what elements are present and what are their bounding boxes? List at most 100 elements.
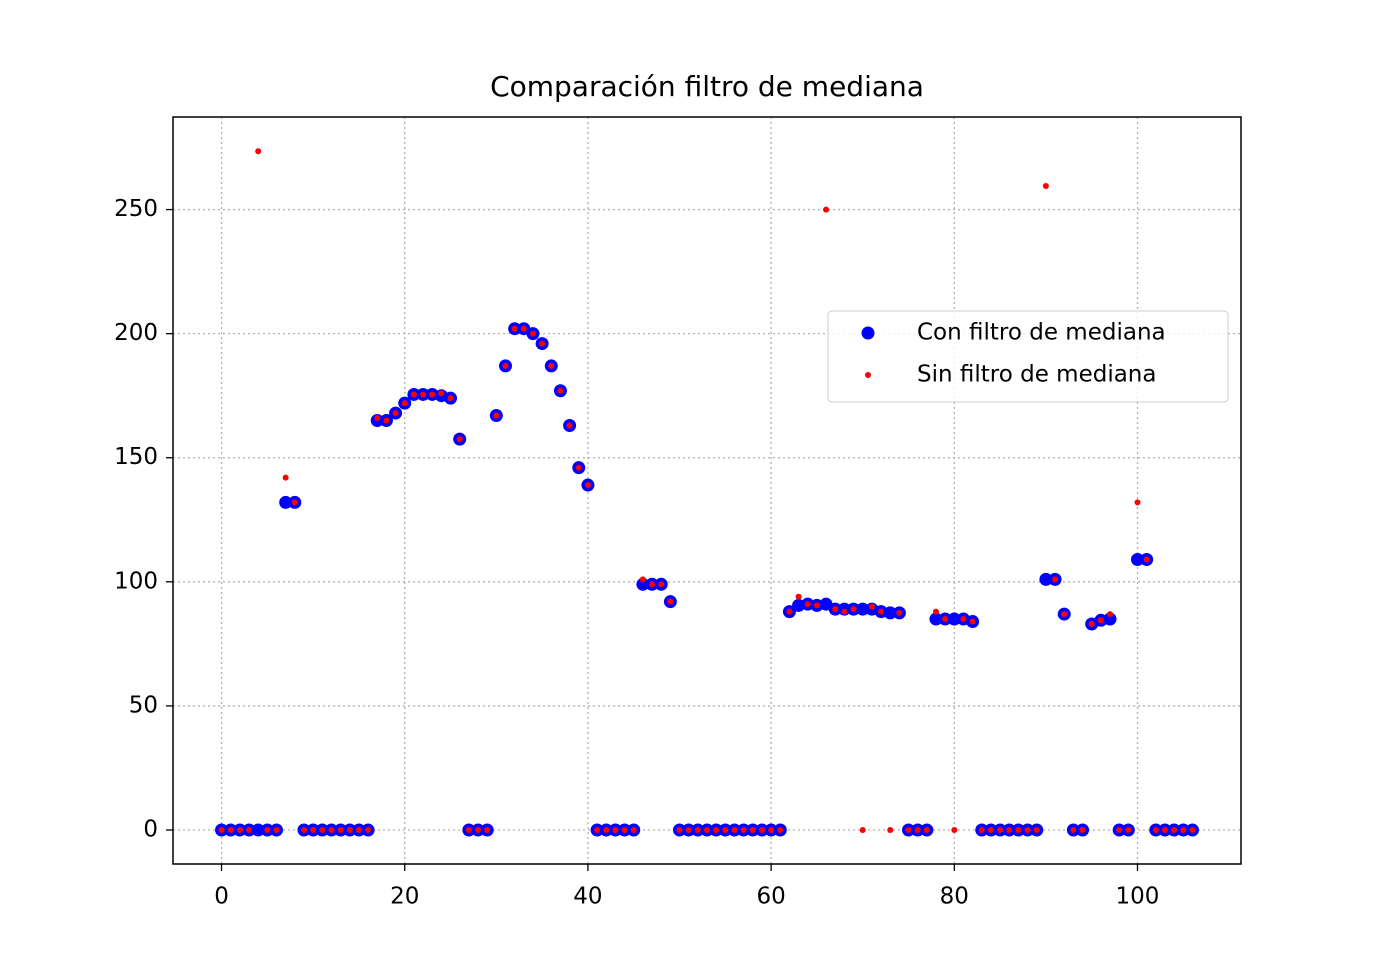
point bbox=[1033, 827, 1040, 834]
point bbox=[557, 387, 564, 394]
point bbox=[355, 827, 362, 834]
point bbox=[365, 827, 372, 834]
point bbox=[850, 606, 857, 613]
point bbox=[777, 827, 784, 834]
point bbox=[1088, 621, 1095, 628]
point bbox=[291, 499, 298, 506]
point bbox=[255, 148, 262, 155]
point bbox=[832, 606, 839, 613]
point bbox=[337, 827, 344, 834]
point bbox=[621, 827, 628, 834]
point bbox=[493, 412, 500, 419]
point bbox=[859, 827, 866, 834]
point bbox=[658, 581, 665, 588]
point bbox=[768, 827, 775, 834]
point bbox=[236, 827, 243, 834]
point bbox=[1125, 827, 1132, 834]
point bbox=[942, 616, 949, 623]
point bbox=[539, 340, 546, 347]
point bbox=[923, 827, 930, 834]
y-tick-label: 100 bbox=[114, 568, 158, 594]
point bbox=[868, 603, 875, 610]
x-tick-label: 60 bbox=[756, 884, 785, 910]
legend-marker bbox=[861, 326, 875, 340]
y-tick-label: 50 bbox=[129, 692, 158, 718]
point bbox=[914, 827, 921, 834]
legend-label: Sin filtro de mediana bbox=[917, 362, 1156, 388]
point bbox=[1180, 827, 1187, 834]
point bbox=[883, 606, 897, 620]
point bbox=[227, 827, 234, 834]
point bbox=[932, 608, 939, 615]
point bbox=[279, 495, 293, 509]
point bbox=[612, 827, 619, 834]
point bbox=[273, 827, 280, 834]
point bbox=[649, 581, 656, 588]
point bbox=[1130, 552, 1144, 566]
point bbox=[1052, 576, 1059, 583]
point bbox=[1042, 182, 1049, 189]
point bbox=[685, 827, 692, 834]
point bbox=[603, 827, 610, 834]
point bbox=[1189, 827, 1196, 834]
point bbox=[795, 593, 802, 600]
point bbox=[896, 609, 903, 616]
y-tick-label: 200 bbox=[114, 320, 158, 346]
point bbox=[502, 362, 509, 369]
point bbox=[584, 482, 591, 489]
point bbox=[465, 827, 472, 834]
point bbox=[1079, 827, 1086, 834]
point bbox=[1015, 827, 1022, 834]
point bbox=[713, 827, 720, 834]
point bbox=[969, 618, 976, 625]
x-tick-label: 20 bbox=[390, 884, 419, 910]
point bbox=[520, 325, 527, 332]
point bbox=[475, 827, 482, 834]
point bbox=[951, 827, 958, 834]
point bbox=[1171, 827, 1178, 834]
point bbox=[704, 827, 710, 834]
point bbox=[594, 827, 601, 834]
point bbox=[1143, 556, 1150, 563]
point bbox=[246, 827, 253, 834]
point bbox=[978, 827, 985, 834]
point bbox=[447, 395, 454, 402]
point bbox=[1039, 572, 1053, 586]
point bbox=[740, 827, 747, 834]
point bbox=[484, 827, 491, 834]
point bbox=[841, 608, 848, 615]
point bbox=[639, 576, 646, 583]
point bbox=[1107, 611, 1114, 618]
point bbox=[878, 608, 885, 615]
point bbox=[749, 827, 756, 834]
point bbox=[410, 391, 417, 398]
point bbox=[392, 410, 399, 417]
x-tick-label: 100 bbox=[1116, 884, 1160, 910]
point bbox=[548, 362, 555, 369]
plot-frame bbox=[172, 116, 1242, 865]
x-tick-label: 40 bbox=[573, 884, 602, 910]
y-tick-label: 250 bbox=[114, 196, 158, 222]
point bbox=[823, 206, 830, 213]
y-tick-label: 0 bbox=[143, 817, 158, 843]
x-tick-label: 0 bbox=[214, 884, 229, 910]
chart-title: Comparación filtro de mediana bbox=[490, 70, 924, 103]
point bbox=[282, 474, 289, 481]
point bbox=[566, 422, 573, 429]
point bbox=[905, 827, 912, 834]
point bbox=[722, 827, 729, 834]
point bbox=[758, 827, 765, 834]
point bbox=[456, 436, 463, 443]
point bbox=[667, 598, 674, 605]
point bbox=[264, 827, 271, 834]
point bbox=[1103, 612, 1117, 626]
point bbox=[856, 602, 870, 616]
point bbox=[218, 827, 225, 834]
point bbox=[1116, 827, 1123, 834]
point bbox=[1070, 827, 1077, 834]
point bbox=[1152, 827, 1159, 834]
point bbox=[1134, 499, 1141, 506]
legend-box bbox=[827, 310, 1229, 403]
point bbox=[786, 608, 793, 615]
